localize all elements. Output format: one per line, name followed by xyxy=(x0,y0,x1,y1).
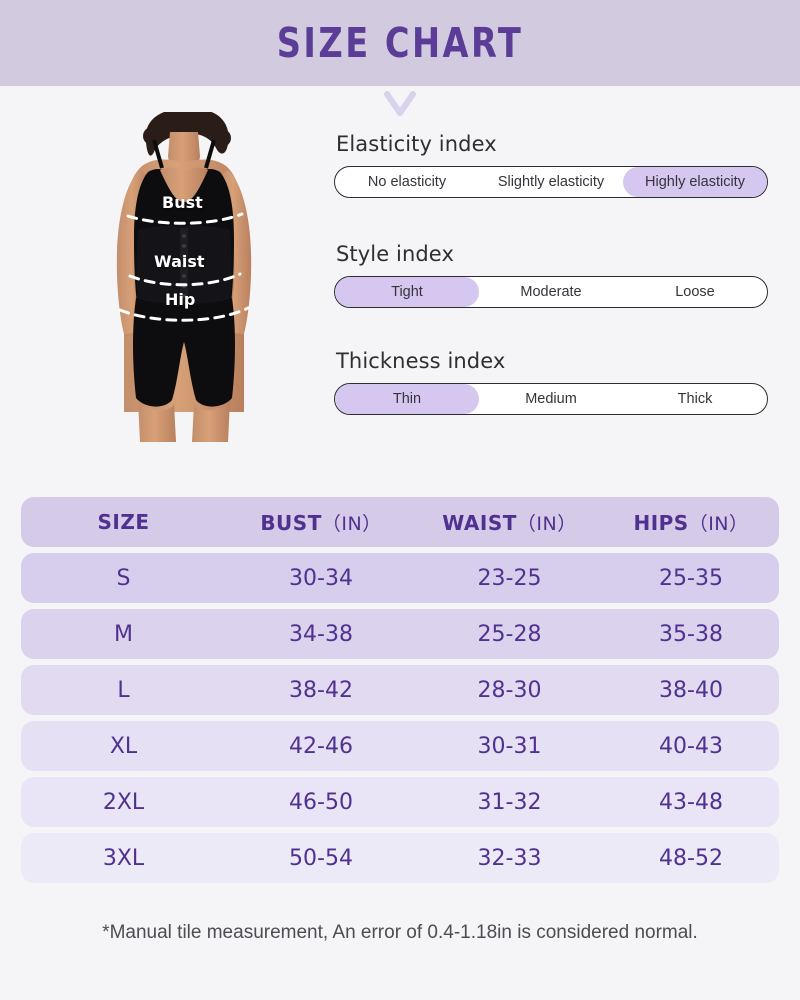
elasticity-option-no[interactable]: No elasticity xyxy=(367,174,447,190)
model-photo: Bust Waist Hip xyxy=(84,112,284,442)
row-waist: 28-30 xyxy=(477,677,542,703)
style-option-loose[interactable]: Loose xyxy=(675,284,715,300)
chevron-down-icon xyxy=(384,91,416,116)
elasticity-option-slightly[interactable]: Slightly elasticity xyxy=(497,174,605,190)
table-row: S 30-34 23-25 25-35 xyxy=(21,553,779,603)
bust-measure-label: Bust xyxy=(162,193,203,212)
row-hips: 25-35 xyxy=(659,565,723,591)
size-table: SIZE BUST（IN） WAIST（IN） HIPS（IN） S 30-34… xyxy=(21,497,779,889)
row-size: S xyxy=(116,565,131,591)
header-band xyxy=(0,0,800,86)
row-waist: 23-25 xyxy=(477,565,542,591)
table-header-row: SIZE BUST（IN） WAIST（IN） HIPS（IN） xyxy=(21,497,779,547)
row-hips: 35-38 xyxy=(659,621,723,647)
header-waist-unit: （IN） xyxy=(516,512,577,535)
row-size: 3XL xyxy=(102,845,145,871)
row-size: L xyxy=(117,677,130,703)
model-illustration xyxy=(116,112,252,442)
header-size: SIZE xyxy=(97,510,150,534)
row-bust: 34-38 xyxy=(289,621,353,647)
thickness-index-title: Thickness index xyxy=(336,349,506,373)
thickness-option-thin[interactable]: Thin xyxy=(335,384,479,414)
measurement-disclaimer: *Manual tile measurement, An error of 0.… xyxy=(102,922,698,943)
row-size: 2XL xyxy=(102,789,145,815)
header-bust-unit: （IN） xyxy=(321,512,382,535)
style-index-section: Style index Tight Moderate Loose xyxy=(334,242,768,308)
header-waist-text: WAIST xyxy=(442,510,517,535)
table-row: XL 42-46 30-31 40-43 xyxy=(21,721,779,771)
header-bust-text: BUST xyxy=(260,510,322,535)
table-row: L 38-42 28-30 38-40 xyxy=(21,665,779,715)
row-bust: 50-54 xyxy=(289,845,353,871)
elasticity-index-title: Elasticity index xyxy=(336,132,497,156)
row-bust: 30-34 xyxy=(289,565,353,591)
row-bust: 46-50 xyxy=(289,789,353,815)
waist-measure-label: Waist xyxy=(154,252,205,271)
row-bust: 38-42 xyxy=(289,677,353,703)
style-index-title: Style index xyxy=(336,242,454,266)
elasticity-index-section: Elasticity index No elasticity Slightly … xyxy=(334,132,768,198)
header-bust: BUST（IN） xyxy=(226,509,416,536)
row-hips: 43-48 xyxy=(659,789,723,815)
row-waist: 31-32 xyxy=(477,789,542,815)
row-waist: 32-33 xyxy=(477,845,542,871)
elasticity-option-highly[interactable]: Highly elasticity xyxy=(623,167,767,197)
hip-measure-label: Hip xyxy=(165,290,196,309)
table-row: M 34-38 25-28 35-38 xyxy=(21,609,779,659)
thickness-option-thick[interactable]: Thick xyxy=(677,391,713,407)
table-row: 3XL 50-54 32-33 48-52 xyxy=(21,833,779,883)
page-title: SIZE CHART xyxy=(276,19,524,67)
row-hips: 48-52 xyxy=(659,845,723,871)
row-size: XL xyxy=(109,733,138,759)
style-option-moderate[interactable]: Moderate xyxy=(520,284,582,300)
thickness-option-medium[interactable]: Medium xyxy=(525,391,577,407)
row-hips: 40-43 xyxy=(659,733,723,759)
header-hips-text: HIPS xyxy=(633,510,689,535)
header-waist: WAIST（IN） xyxy=(416,509,603,536)
row-waist: 25-28 xyxy=(477,621,542,647)
style-index-selector[interactable]: Tight Moderate Loose xyxy=(334,276,768,308)
row-hips: 38-40 xyxy=(659,677,723,703)
table-row: 2XL 46-50 31-32 43-48 xyxy=(21,777,779,827)
row-waist: 30-31 xyxy=(477,733,542,759)
row-bust: 42-46 xyxy=(289,733,353,759)
thickness-index-selector[interactable]: Thin Medium Thick xyxy=(334,383,768,415)
style-option-tight[interactable]: Tight xyxy=(335,277,479,307)
thickness-index-section: Thickness index Thin Medium Thick xyxy=(334,349,768,415)
row-size: M xyxy=(114,621,133,647)
header-hips: HIPS（IN） xyxy=(603,509,779,536)
elasticity-index-selector[interactable]: No elasticity Slightly elasticity Highly… xyxy=(334,166,768,198)
header-hips-unit: （IN） xyxy=(688,512,749,535)
